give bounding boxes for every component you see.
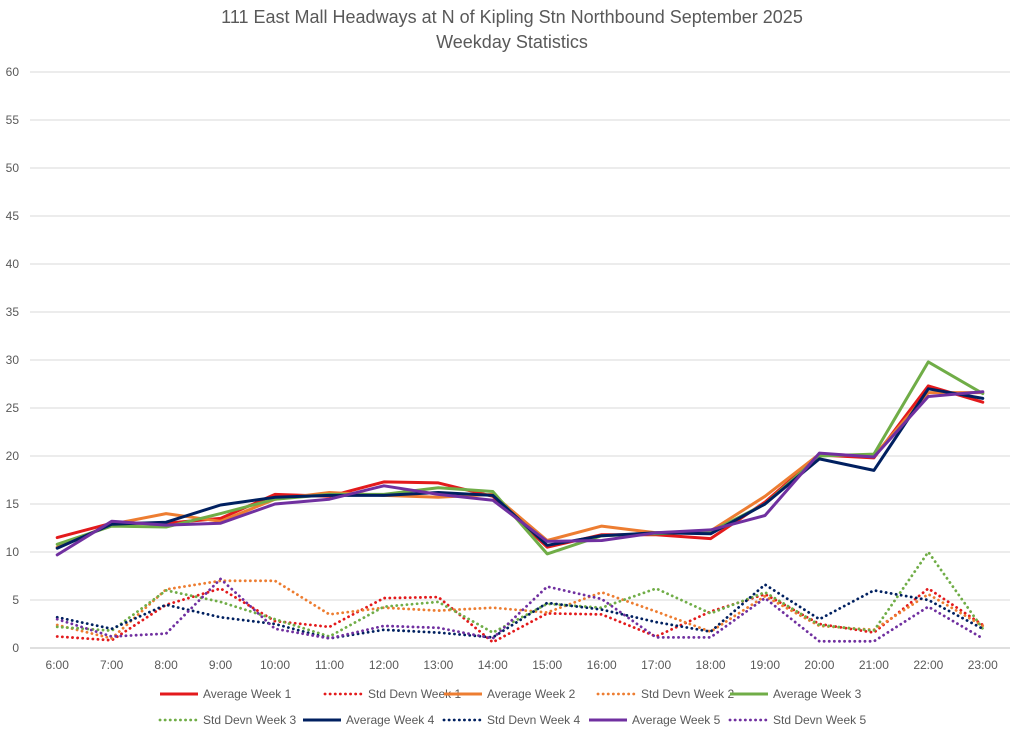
legend-item[interactable]: Average Week 5: [589, 713, 721, 727]
legend-item[interactable]: Average Week 3: [730, 687, 862, 701]
x-tick-label: 20:00: [804, 658, 834, 672]
series-line: [55, 583, 985, 640]
y-tick-label: 5: [12, 593, 19, 607]
x-tick-label: 12:00: [369, 658, 399, 672]
y-tick-label: 50: [6, 161, 20, 175]
x-tick-label: 19:00: [750, 658, 780, 672]
x-tick-label: 16:00: [587, 658, 617, 672]
y-tick-label: 25: [6, 401, 20, 415]
x-tick-label: 8:00: [154, 658, 178, 672]
y-tick-label: 10: [6, 545, 20, 559]
x-tick-label: 21:00: [859, 658, 889, 672]
gridlines: [30, 71, 1010, 649]
legend-item[interactable]: Std Devn Week 4: [442, 713, 580, 727]
series-line: [55, 360, 985, 556]
legend-label: Std Devn Week 3: [203, 713, 296, 727]
x-tick-label: 14:00: [478, 658, 508, 672]
legend-item[interactable]: Average Week 2: [444, 687, 576, 701]
chart-subtitle: Weekday Statistics: [436, 32, 588, 52]
x-tick-label: 13:00: [423, 658, 453, 672]
series-line: [55, 550, 985, 638]
legend-label: Std Devn Week 2: [641, 687, 734, 701]
x-tick-label: 17:00: [641, 658, 671, 672]
legend-item[interactable]: Std Devn Week 5: [728, 713, 866, 727]
plot-series: [55, 360, 985, 644]
legend-label: Std Devn Week 4: [487, 713, 580, 727]
legend-item[interactable]: Average Week 4: [303, 713, 435, 727]
legend-label: Average Week 2: [487, 687, 576, 701]
x-tick-label: 15:00: [532, 658, 562, 672]
x-tick-label: 22:00: [913, 658, 943, 672]
series-line: [55, 390, 985, 557]
legend-item[interactable]: Std Devn Week 3: [158, 713, 296, 727]
y-tick-label: 60: [6, 65, 20, 79]
legend-label: Average Week 3: [773, 687, 862, 701]
series-line: [55, 579, 985, 640]
chart-title: 111 East Mall Headways at N of Kipling S…: [221, 7, 803, 27]
x-tick-label: 9:00: [209, 658, 233, 672]
y-tick-label: 20: [6, 449, 20, 463]
legend-item[interactable]: Std Devn Week 2: [596, 687, 734, 701]
y-tick-label: 55: [6, 113, 20, 127]
legend-label: Average Week 1: [203, 687, 292, 701]
series-line: [55, 587, 985, 644]
x-tick-label: 11:00: [315, 658, 344, 672]
legend-label: Average Week 5: [632, 713, 721, 727]
y-tick-label: 40: [6, 257, 20, 271]
legend-item[interactable]: Std Devn Week 1: [323, 687, 461, 701]
axis-labels: 0 5 10 15 20 25 30 35 40 45 50 55 60 6:00 7:00 8:00 9:00…: [6, 65, 998, 672]
y-tick-label: 45: [6, 209, 20, 223]
x-tick-label: 7:00: [100, 658, 124, 672]
x-tick-label: 18:00: [696, 658, 726, 672]
x-tick-label: 6:00: [46, 658, 70, 672]
x-tick-label: 10:00: [260, 658, 290, 672]
y-tick-label: 0: [12, 641, 19, 655]
series-line: [55, 577, 985, 643]
legend-label: Average Week 4: [346, 713, 435, 727]
legend-label: Std Devn Week 5: [773, 713, 866, 727]
legend[interactable]: Average Week 1 Std Devn Week 1 Average Wee…: [158, 687, 866, 727]
x-tick-label: 23:00: [968, 658, 998, 672]
y-tick-label: 30: [6, 353, 20, 367]
legend-label: Std Devn Week 1: [368, 687, 461, 701]
legend-item[interactable]: Average Week 1: [160, 687, 292, 701]
y-tick-label: 35: [6, 305, 20, 319]
y-tick-label: 15: [6, 497, 20, 511]
